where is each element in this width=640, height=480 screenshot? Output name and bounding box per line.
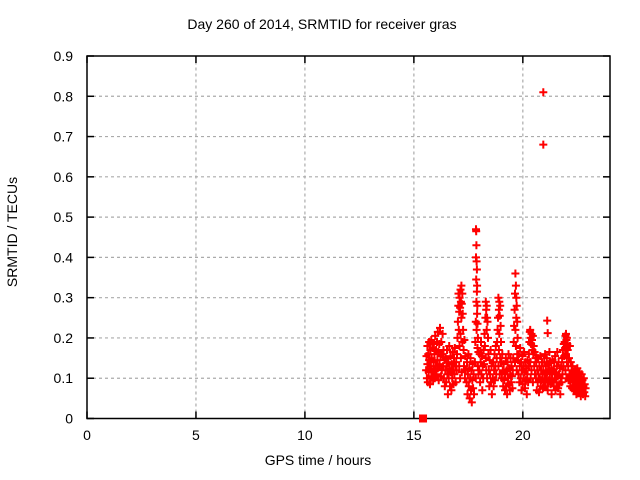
y-tick-label: 0.7 [54, 129, 74, 145]
y-tick-label: 0.8 [54, 88, 74, 104]
y-tick-label: 0.1 [54, 370, 74, 386]
y-tick-label: 0.9 [54, 48, 74, 64]
x-tick-label: 10 [297, 427, 313, 443]
chart-title: Day 260 of 2014, SRMTID for receiver gra… [187, 16, 456, 32]
scatter-point-square [419, 414, 428, 423]
x-tick-label: 20 [515, 427, 531, 443]
y-tick-label: 0.4 [54, 249, 74, 265]
x-tick-label: 5 [192, 427, 200, 443]
x-tick-label: 0 [83, 427, 91, 443]
y-tick-label: 0.6 [54, 169, 74, 185]
x-axis-label: GPS time / hours [265, 452, 372, 468]
y-tick-label: 0.3 [54, 290, 74, 306]
data-points [419, 88, 590, 423]
y-axis-label: SRMTID / TECUs [4, 177, 20, 287]
scatter-points-plus [422, 88, 590, 407]
y-tick-label: 0.5 [54, 209, 74, 225]
plot-border [86, 55, 611, 420]
y-tick-label: 0 [65, 411, 73, 427]
grid-lines [87, 56, 610, 419]
tick-labels: 0 5 10 15 20 0 0.1 0.2 0.3 0.4 0.5 0.6 0.7 0.8 0.9 [54, 48, 531, 443]
axis-ticks [86, 55, 610, 420]
x-tick-label: 15 [406, 427, 422, 443]
y-tick-label: 0.2 [54, 330, 74, 346]
